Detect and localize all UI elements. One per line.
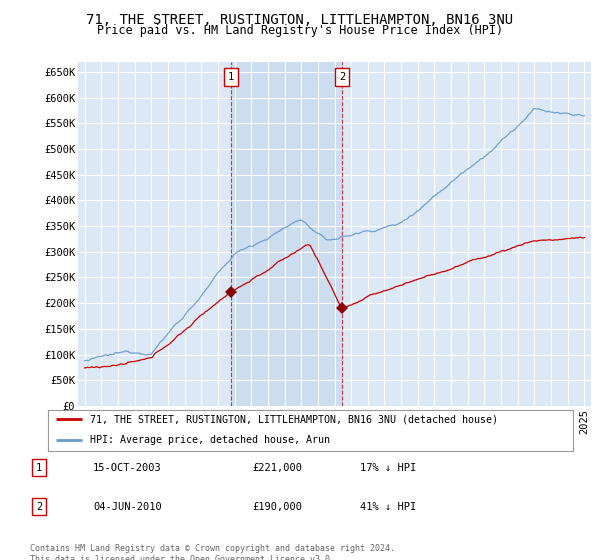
Text: 41% ↓ HPI: 41% ↓ HPI bbox=[360, 502, 416, 512]
Bar bbox=[231, 62, 342, 406]
Text: HPI: Average price, detached house, Arun: HPI: Average price, detached house, Arun bbox=[90, 435, 330, 445]
Text: 15-OCT-2003: 15-OCT-2003 bbox=[93, 463, 162, 473]
Text: 1: 1 bbox=[227, 72, 234, 82]
Text: Contains HM Land Registry data © Crown copyright and database right 2024.
This d: Contains HM Land Registry data © Crown c… bbox=[30, 544, 395, 560]
Text: 04-JUN-2010: 04-JUN-2010 bbox=[93, 502, 162, 512]
Text: 71, THE STREET, RUSTINGTON, LITTLEHAMPTON, BN16 3NU: 71, THE STREET, RUSTINGTON, LITTLEHAMPTO… bbox=[86, 13, 514, 27]
Text: 1: 1 bbox=[36, 463, 42, 473]
Text: 2: 2 bbox=[339, 72, 345, 82]
Text: £190,000: £190,000 bbox=[252, 502, 302, 512]
Text: 2: 2 bbox=[36, 502, 42, 512]
Text: 71, THE STREET, RUSTINGTON, LITTLEHAMPTON, BN16 3NU (detached house): 71, THE STREET, RUSTINGTON, LITTLEHAMPTO… bbox=[90, 414, 498, 424]
Text: 17% ↓ HPI: 17% ↓ HPI bbox=[360, 463, 416, 473]
Text: £221,000: £221,000 bbox=[252, 463, 302, 473]
Text: Price paid vs. HM Land Registry's House Price Index (HPI): Price paid vs. HM Land Registry's House … bbox=[97, 24, 503, 38]
